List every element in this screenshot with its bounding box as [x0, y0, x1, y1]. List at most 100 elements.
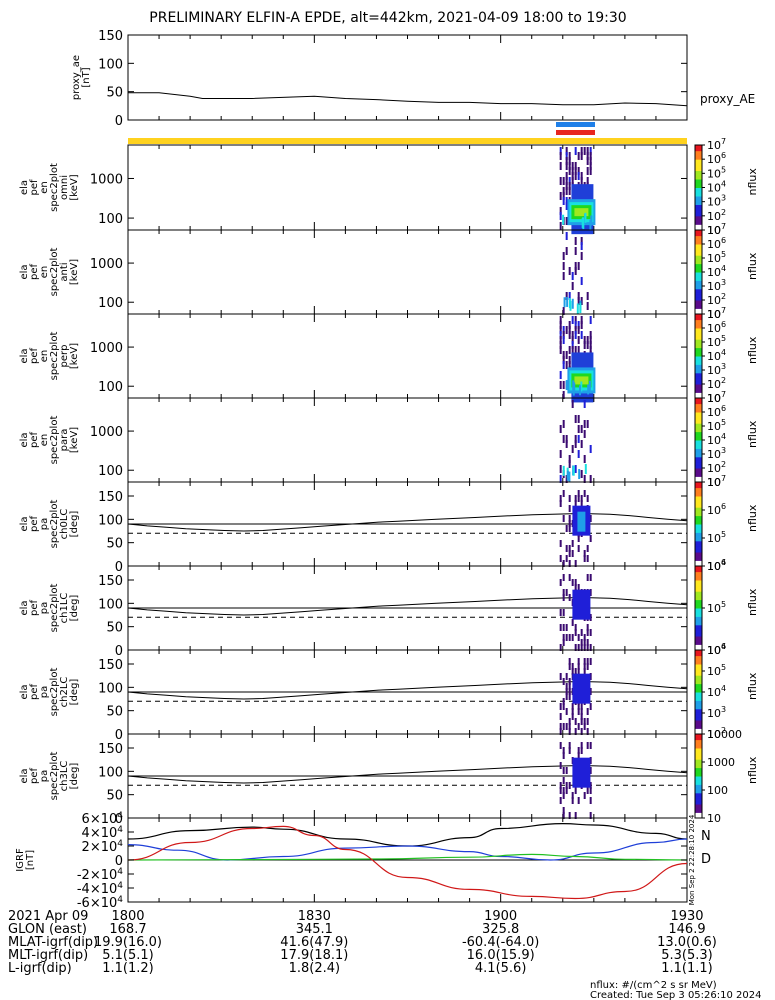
spectrogram-cell [568, 693, 571, 700]
spectrogram-cell [565, 673, 568, 680]
spectrogram-cell [565, 589, 568, 596]
colorbar-tick-label: 104 [707, 264, 726, 279]
spectrogram-cell [571, 162, 574, 170]
spectrogram-cell [580, 316, 583, 324]
spectrogram-cell [580, 470, 583, 478]
spectrogram-cell [586, 555, 589, 562]
spectrogram-cell [562, 331, 565, 339]
spectrogram-cell [589, 614, 592, 621]
colorbar-segment [695, 378, 702, 382]
grf-ylabel: IGRF [nT] [15, 848, 36, 872]
colorbar-tick-label: 102 [707, 726, 726, 741]
colorbar-segment [695, 308, 702, 312]
footer-row-value: 1830 [298, 909, 331, 924]
y-tick-label: 150 [98, 574, 123, 589]
colorbar-tick-label: 107 [707, 306, 726, 321]
y-axis-label-line: spec2plot [49, 584, 60, 633]
page-title: PRELIMINARY ELFIN-A EPDE, alt=442km, 202… [149, 10, 626, 26]
colorbar-segment [695, 462, 702, 466]
spectrogram-cell [562, 356, 565, 364]
y-axis-label-line: para [59, 429, 70, 452]
spectrogram-cell [565, 787, 568, 794]
spectrogram-cell [568, 356, 571, 364]
y-axis-label-line: spec2plot [49, 416, 60, 465]
spectrogram-cell [580, 277, 583, 285]
spectrogram-cell [568, 634, 571, 641]
footer-row-label: MLT-igrf(dip) [8, 948, 88, 963]
footer-row-value: 4.1(5.6) [475, 961, 527, 976]
y-axis-label-line: ch0LC [59, 509, 70, 540]
colorbar-tick-label: 10 [707, 812, 721, 825]
spectrogram-peak [572, 757, 591, 788]
colorbar-segment [695, 277, 702, 281]
spectrogram-cell [574, 728, 577, 735]
colorbar-segment [695, 714, 702, 718]
spectrogram-cell [571, 579, 574, 586]
colorbar-segment [695, 608, 702, 612]
spectrogram-cell [568, 678, 571, 685]
spectrogram-cell [568, 495, 571, 502]
spectrogram-cell [562, 177, 565, 185]
spectrogram-cell [571, 634, 574, 641]
spectrogram-cell [568, 157, 571, 165]
footer-row-value: 5.1(5.1) [102, 948, 154, 963]
colorbar-segment [695, 792, 702, 797]
spectrogram-cell [559, 331, 562, 339]
colorbar-tick-label: 104 [707, 558, 726, 573]
colorbar-segment [695, 434, 702, 438]
spectrogram-cell [565, 217, 568, 225]
colorbar-segment [695, 272, 702, 276]
spectrogram-cell [559, 326, 562, 334]
spectrogram-cell [574, 440, 577, 448]
spectrogram-cell [559, 713, 562, 720]
colorbar-segment [695, 302, 702, 307]
spectrogram-cell [559, 644, 562, 651]
spectrogram-cell [559, 703, 562, 710]
spectrogram-cell [574, 316, 577, 324]
spectrogram-cell [574, 579, 577, 586]
spectrogram-cell [571, 619, 574, 626]
colorbar-segment [695, 198, 702, 203]
colorbar-segment [695, 361, 702, 365]
colorbar-tick-label: 107 [707, 137, 726, 152]
spectrogram-cell [568, 747, 571, 754]
y-axis-label-line: [keV] [69, 259, 80, 285]
colorbar-segment [695, 246, 702, 251]
colorbar-segment [695, 504, 702, 508]
spectrogram-cell [568, 525, 571, 532]
spectrogram-cell [562, 187, 565, 195]
colorbar-segment [695, 255, 702, 259]
en_para-ylabel: ela pef en spec2plot para [keV] [19, 416, 80, 465]
spectrogram-cell [568, 292, 571, 300]
colorbar-segment [695, 215, 702, 220]
colorbar-segment [695, 426, 702, 430]
spectrogram-cell [563, 297, 566, 308]
spectrogram-cell [571, 341, 574, 349]
colorbar-segment [695, 549, 702, 553]
spectrogram-cell [589, 147, 592, 155]
colorbar-segment [695, 330, 702, 335]
footer-row-value: 16.0(15.9) [467, 948, 535, 963]
colorbar-tick-label: 104 [707, 348, 726, 363]
colorbar-tick-label: 10 [707, 224, 721, 237]
colorbar-segment [695, 647, 702, 651]
spectrogram-cell [577, 450, 580, 458]
spectrogram-cell [559, 500, 562, 507]
spectrogram-cell [577, 435, 580, 443]
spectrogram-cell [577, 415, 580, 423]
y-axis-label-line: anti [59, 262, 70, 281]
footer-row-label: 2021 Apr 09 [8, 909, 88, 924]
spectrogram-cell [565, 767, 568, 774]
pa_ch1-ylabel: ela pef pa spec2plot ch1LC [deg] [19, 584, 80, 633]
en_omni-spectrogram [559, 147, 596, 235]
spectrogram-cell [580, 237, 583, 245]
spectrogram-cell [586, 629, 589, 636]
spectrogram-cell [571, 703, 574, 710]
footer-group: 2021 Apr 09 1800 1830 1900 1930 GLON (east) 16… [8, 909, 762, 1000]
spectrogram-cell [577, 663, 580, 670]
spectrogram-cell [589, 475, 592, 483]
colorbar-tick-label: 102 [707, 376, 726, 391]
colorbar-segment [695, 468, 702, 472]
y-axis-label-line: ch1LC [59, 593, 70, 624]
